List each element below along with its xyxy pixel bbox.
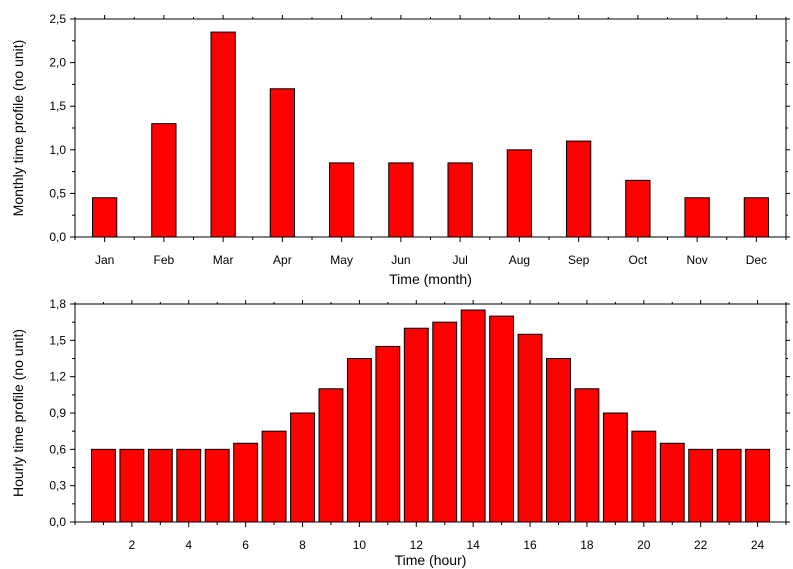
bar-hour-22	[688, 448, 714, 523]
bar-hour-3	[147, 448, 173, 523]
x-tick-label: Jun	[391, 253, 410, 267]
hourly-y-tick-labels: 0,0 0,3 0,6 0,9 1,2 1,5 1,8	[49, 297, 66, 529]
bar-hour-15	[489, 315, 515, 523]
monthly-y-axis-title: Monthly time profile (no unit)	[10, 40, 26, 217]
x-tick-label: 18	[580, 538, 594, 552]
hourly-x-axis-title: Time (hour)	[395, 552, 467, 568]
bar-dec	[743, 197, 770, 238]
x-tick-label: Aug	[509, 253, 530, 267]
bar-hour-18	[574, 388, 600, 523]
x-tick-label: Sep	[568, 253, 590, 267]
y-tick-label: 2,5	[49, 12, 66, 26]
hourly-x-tick-labels: 2 4 6 8 10 12 14 16 18 20 22 24	[129, 538, 765, 552]
y-tick-label: 0,6	[49, 442, 66, 456]
x-tick-label: Feb	[154, 253, 175, 267]
x-tick-label: 2	[129, 538, 136, 552]
x-tick-label: Dec	[746, 253, 767, 267]
bar-hour-16	[517, 333, 543, 523]
bar-sep	[565, 140, 592, 238]
x-tick-label: 22	[694, 538, 708, 552]
bar-hour-12	[403, 327, 429, 523]
y-tick-label: 1,5	[49, 99, 66, 113]
bar-jan	[91, 197, 118, 238]
x-tick-label: May	[330, 253, 353, 267]
bar-hour-21	[659, 442, 685, 523]
x-tick-label: 20	[637, 538, 651, 552]
bar-hour-10	[346, 358, 372, 523]
hourly-chart: 0,00,30,60,91,21,51,8 2 4 6 8 10 12 14 16 18 20 22…	[10, 297, 790, 568]
x-tick-label: 10	[353, 538, 367, 552]
monthly-plot-frame	[74, 18, 787, 238]
bar-aug	[506, 149, 533, 238]
bar-nov	[684, 197, 710, 238]
monthly-chart: 0,0 0,5 1,0 1,5 2,0 2,5 Jan Feb Mar Apr May Jun Jul…	[10, 12, 790, 287]
x-tick-label: 4	[185, 538, 192, 552]
x-tick-label: 12	[410, 538, 424, 552]
bar-hour-6	[233, 442, 259, 523]
x-tick-label: 24	[751, 538, 765, 552]
monthly-bars	[91, 31, 770, 238]
bar-feb	[151, 123, 177, 238]
bar-may	[328, 162, 355, 238]
x-tick-label: 6	[242, 538, 249, 552]
y-tick-label: 1,5	[49, 333, 66, 347]
y-tick-label: 1,0	[49, 143, 66, 157]
y-tick-label: 0,3	[49, 479, 66, 493]
y-tick-label: 1,8	[49, 297, 66, 311]
bar-jul	[447, 162, 473, 238]
x-tick-label: 14	[466, 538, 480, 552]
hourly-y-axis-title: Hourly time profile (no unit)	[10, 329, 26, 497]
x-tick-label: Jul	[452, 253, 467, 267]
bar-hour-8	[290, 412, 315, 523]
bar-hour-11	[375, 345, 401, 523]
bar-hour-5	[204, 448, 230, 523]
x-tick-label: Mar	[213, 253, 234, 267]
x-tick-label: Nov	[686, 253, 707, 267]
y-tick-label: 0,5	[49, 186, 66, 200]
bar-hour-9	[318, 388, 344, 523]
bar-jun	[388, 162, 414, 238]
x-tick-label: Oct	[629, 253, 648, 267]
x-tick-label: 16	[523, 538, 537, 552]
bar-hour-14	[460, 309, 486, 523]
bar-hour-1	[90, 448, 116, 523]
x-tick-label: 8	[299, 538, 306, 552]
y-tick-label: 2,0	[49, 56, 66, 70]
bar-hour-17	[546, 358, 571, 523]
hourly-bars	[90, 309, 771, 523]
bar-mar	[210, 31, 236, 238]
bar-hour-24	[745, 448, 771, 523]
y-tick-label: 1,2	[49, 370, 66, 384]
monthly-x-axis-title: Time (month)	[389, 271, 472, 287]
y-tick-label: 0,0	[49, 515, 66, 529]
monthly-ticks	[70, 15, 790, 242]
bar-hour-23	[716, 448, 742, 523]
bar-oct	[625, 179, 651, 238]
monthly-y-tick-labels: 0,0 0,5 1,0 1,5 2,0 2,5	[49, 12, 66, 244]
bar-apr	[269, 88, 296, 238]
bar-hour-20	[631, 430, 657, 523]
bar-hour-13	[432, 321, 458, 523]
bar-hour-19	[602, 412, 628, 523]
bar-hour-4	[176, 448, 202, 523]
bar-hour-7	[261, 430, 287, 523]
y-tick-label: 0,9	[49, 406, 66, 420]
monthly-x-tick-labels: Jan Feb Mar Apr May Jun Jul Aug Sep Oct Nov Dec	[95, 253, 767, 267]
bar-hour-2	[119, 448, 145, 523]
hourly-ticks	[70, 300, 790, 527]
x-tick-label: Apr	[273, 253, 292, 267]
x-tick-label: Jan	[95, 253, 114, 267]
y-tick-label: 0,0	[49, 230, 66, 244]
